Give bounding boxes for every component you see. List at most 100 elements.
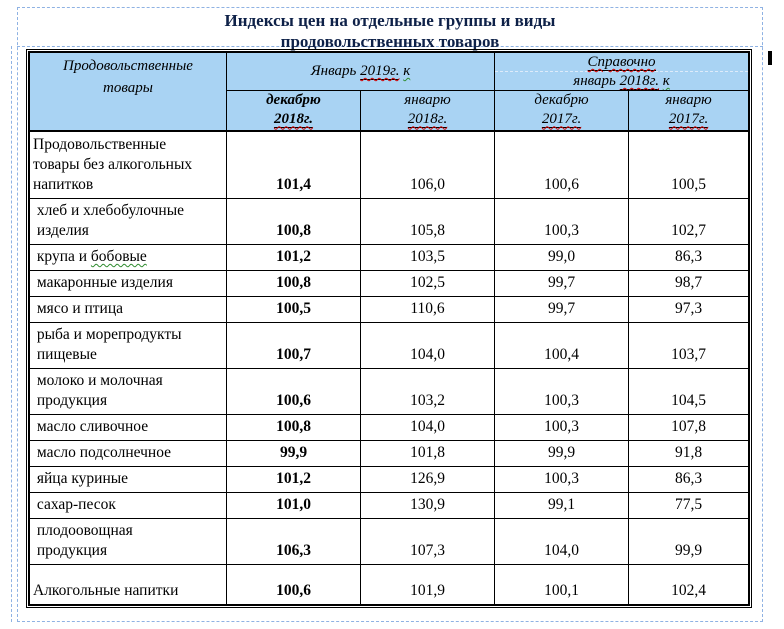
value-cell-col4[interactable]: 98,7	[628, 270, 750, 297]
period-header-cell-4[interactable]: январю 2017г.	[628, 90, 750, 132]
corner-header-cell[interactable]: Продовольственные товары	[29, 52, 227, 132]
text-segment: продукция	[33, 542, 108, 559]
value-cell-col4[interactable]: 104,5	[628, 368, 750, 415]
category-label-line: плодоовощная	[33, 521, 224, 541]
value-cell-col2[interactable]: 107,3	[359, 518, 496, 565]
category-cell[interactable]: макаронные изделия	[29, 270, 227, 297]
table-row: Алкогольные напитки 100,6 101,9 100,1 102,4	[29, 564, 750, 605]
header-spravochno-cell[interactable]: Справочно январь 2018г. к	[494, 52, 750, 91]
spellcheck-red-word: 2017г.	[668, 111, 709, 129]
value-cell-col3[interactable]: 100,6	[494, 130, 630, 199]
period-year: 2017г.	[630, 110, 748, 129]
value-cell-col1[interactable]: 100,7	[226, 322, 361, 369]
value-cell-col1[interactable]: 100,8	[226, 414, 361, 441]
spellcheck-red-word: Справочно	[587, 54, 656, 71]
value-cell-col2[interactable]: 130,9	[359, 492, 496, 519]
value-cell-col1[interactable]: 100,8	[226, 270, 361, 297]
category-cell[interactable]: сахар-песок	[29, 492, 227, 519]
value-cell-col4[interactable]: 99,9	[628, 518, 750, 565]
value-cell-col1[interactable]: 100,6	[226, 368, 361, 415]
value-cell-col2[interactable]: 102,5	[359, 270, 496, 297]
value-cell-col4[interactable]: 107,8	[628, 414, 750, 441]
value-cell-col2[interactable]: 103,5	[359, 244, 496, 271]
value-cell-col1[interactable]: 100,6	[226, 564, 361, 605]
price-index-table-grid: Продовольственные товары Январь 2019г. к…	[29, 52, 750, 605]
value-cell-col3[interactable]: 99,1	[494, 492, 630, 519]
value-cell-col3[interactable]: 100,4	[494, 322, 630, 369]
value-cell-col3[interactable]: 99,7	[494, 296, 630, 323]
value-cell-col1[interactable]: 100,5	[226, 296, 361, 323]
value-cell-col4[interactable]: 103,7	[628, 322, 750, 369]
text-segment: товары без алкогольных	[33, 156, 193, 173]
category-cell[interactable]: плодоовощная продукция	[29, 518, 227, 565]
title-block-boundary	[17, 46, 763, 47]
category-cell[interactable]: Алкогольные напитки	[29, 564, 227, 605]
table-row: масло подсолнечное 99,9 101,8 99,9 91,8	[29, 440, 750, 467]
text-segment: пищевые	[33, 346, 97, 363]
table-row: мясо и птица 100,5 110,6 99,7 97,3	[29, 296, 750, 323]
value-cell-col2[interactable]: 105,8	[359, 198, 496, 245]
value-cell-col2[interactable]: 104,0	[359, 414, 496, 441]
value-cell-col1[interactable]: 101,2	[226, 466, 361, 493]
text-segment: плодоовощная	[33, 522, 133, 539]
value-cell-col2[interactable]: 106,0	[359, 130, 496, 199]
spellcheck-green-word: бобовые	[90, 248, 147, 265]
spellcheck-red-word: 2018г.	[619, 73, 660, 90]
document-title[interactable]: Индексы цен на отдельные группы и виды п…	[18, 9, 762, 52]
header-jan2019-cell[interactable]: Январь 2019г. к	[225, 52, 496, 91]
category-cell[interactable]: масло сливочное	[29, 414, 227, 441]
text-segment: декабрю	[266, 92, 321, 109]
category-cell[interactable]: масло подсолнечное	[29, 440, 227, 467]
text-segment: рыба и морепродукты	[33, 326, 182, 343]
period-header-cell-3[interactable]: декабрю 2017г.	[494, 90, 630, 132]
category-cell[interactable]: мясо и птица	[29, 296, 227, 323]
value-cell-col4[interactable]: 91,8	[628, 440, 750, 467]
value-cell-col2[interactable]: 104,0	[359, 322, 496, 369]
category-cell[interactable]: яйца куриные	[29, 466, 227, 493]
table-row: макаронные изделия 100,8 102,5 99,7 98,7	[29, 270, 750, 297]
category-cell[interactable]: хлеб и хлебобулочные изделия	[29, 198, 227, 245]
category-label-line: сахар-песок	[33, 495, 224, 515]
category-cell[interactable]: крупа и бобовые	[29, 244, 227, 271]
text-segment: Январь	[310, 63, 361, 79]
value-cell-col2[interactable]: 126,9	[359, 466, 496, 493]
value-cell-col2[interactable]: 103,2	[359, 368, 496, 415]
period-header-cell-2[interactable]: январю 2018г.	[359, 90, 496, 132]
value-cell-col1[interactable]: 101,4	[226, 130, 361, 199]
value-cell-col4[interactable]: 100,5	[628, 130, 750, 199]
category-cell[interactable]: рыба и морепродукты пищевые	[29, 322, 227, 369]
value-cell-col1[interactable]: 99,9	[226, 440, 361, 467]
value-cell-col1[interactable]: 101,2	[226, 244, 361, 271]
value-cell-col1[interactable]: 106,3	[226, 518, 361, 565]
value-cell-col4[interactable]: 77,5	[628, 492, 750, 519]
value-cell-col3[interactable]: 99,0	[494, 244, 630, 271]
value-cell-col4[interactable]: 86,3	[628, 466, 750, 493]
value-cell-col3[interactable]: 100,3	[494, 198, 630, 245]
category-cell[interactable]: молоко и молочная продукция	[29, 368, 227, 415]
value-cell-col3[interactable]: 100,3	[494, 368, 630, 415]
corner-header-line-1: Продовольственные	[63, 58, 193, 74]
value-cell-col2[interactable]: 101,9	[359, 564, 496, 605]
category-label-line: товары без алкогольных	[33, 155, 224, 175]
category-label-line: масло подсолнечное	[33, 443, 224, 463]
value-cell-col3[interactable]: 100,1	[494, 564, 630, 605]
category-label-line: продукция	[33, 541, 224, 561]
value-cell-col4[interactable]: 86,3	[628, 244, 750, 271]
value-cell-col3[interactable]: 99,9	[494, 440, 630, 467]
value-cell-col4[interactable]: 102,7	[628, 198, 750, 245]
category-cell[interactable]: Продовольственные товары без алкогольных н…	[29, 130, 227, 199]
value-cell-col3[interactable]: 100,3	[494, 466, 630, 493]
value-cell-col4[interactable]: 102,4	[628, 564, 750, 605]
value-cell-col3[interactable]: 99,7	[494, 270, 630, 297]
value-cell-col1[interactable]: 101,0	[226, 492, 361, 519]
value-cell-col1[interactable]: 100,8	[226, 198, 361, 245]
value-cell-col3[interactable]: 100,3	[494, 414, 630, 441]
jan2018-line: январь 2018г. к	[496, 72, 748, 90]
value-cell-col3[interactable]: 104,0	[494, 518, 630, 565]
value-cell-col2[interactable]: 101,8	[359, 440, 496, 467]
value-cell-col2[interactable]: 110,6	[359, 296, 496, 323]
value-cell-col4[interactable]: 97,3	[628, 296, 750, 323]
header-row-periods: декабрю 2018г. январю 2018г. декабрю 2017г. ян…	[30, 90, 750, 132]
period-header-cell-1[interactable]: декабрю 2018г.	[226, 90, 361, 132]
